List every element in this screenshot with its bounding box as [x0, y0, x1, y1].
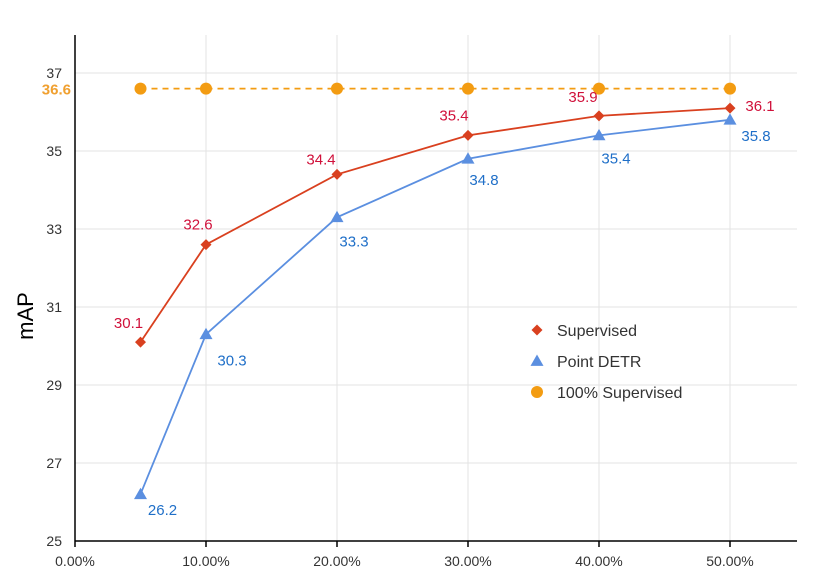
x-tick-label: 40.00%	[575, 553, 622, 569]
data-labels: 30.1 32.6 34.4 35.4 35.9 36.1 26.2 30.3 33.3 34.8…	[42, 82, 775, 520]
marker-supervised	[724, 102, 736, 114]
data-label: 30.1	[114, 315, 143, 332]
data-label: 34.8	[469, 172, 498, 189]
marker-supervised	[593, 110, 605, 122]
marker-supervised	[462, 129, 474, 141]
data-label: 35.4	[601, 150, 630, 167]
data-label: 35.9	[568, 89, 597, 106]
data-label: 36.1	[745, 98, 774, 115]
axes	[74, 35, 797, 547]
data-label: 35.4	[439, 107, 468, 124]
x-tick-label: 0.00%	[55, 553, 95, 569]
x-tick-labels: 0.00% 10.00% 20.00% 30.00% 40.00% 50.00%	[55, 553, 754, 569]
x-tick-label: 50.00%	[706, 553, 753, 569]
marker-100-supervised	[200, 82, 212, 95]
legend-label: 100% Supervised	[557, 385, 682, 402]
data-label: 26.2	[148, 502, 177, 519]
marker-point-detr	[461, 152, 475, 164]
marker-point-detr	[723, 113, 737, 125]
marker-supervised	[135, 336, 146, 348]
marker-supervised	[200, 239, 212, 251]
data-label: 30.3	[217, 352, 246, 369]
legend-label: Supervised	[557, 323, 637, 340]
data-label: 34.4	[306, 151, 335, 168]
reference-value-label: 36.6	[42, 82, 71, 99]
y-tick-label: 37	[46, 65, 62, 81]
y-tick-label: 35	[46, 143, 62, 159]
series-line-supervised	[139, 107, 731, 343]
legend: Supervised Point DETR 100% Supervised	[530, 323, 682, 402]
data-label: 35.8	[741, 128, 770, 145]
series-group	[134, 82, 737, 500]
legend-label: Point DETR	[557, 354, 641, 371]
y-tick-label: 29	[46, 377, 62, 393]
data-label: 33.3	[339, 233, 368, 250]
marker-100-supervised	[462, 82, 474, 95]
marker-100-supervised	[134, 82, 147, 95]
marker-100-supervised	[593, 82, 605, 95]
legend-marker	[531, 324, 543, 336]
marker-point-detr	[592, 128, 606, 141]
marker-supervised	[331, 168, 343, 180]
marker-point-detr	[199, 327, 213, 340]
y-tick-labels: 25 27 29 31 33 35 37	[46, 65, 62, 549]
marker-point-detr	[330, 210, 344, 223]
y-tick-label: 25	[46, 533, 62, 549]
marker-point-detr	[134, 487, 147, 500]
x-tick-label: 30.00%	[444, 553, 491, 569]
y-tick-label: 31	[46, 299, 62, 315]
y-axis-label: mAP	[13, 292, 38, 340]
x-tick-label: 20.00%	[313, 553, 360, 569]
marker-100-supervised	[724, 82, 736, 95]
y-tick-label: 33	[46, 221, 62, 237]
marker-100-supervised	[331, 82, 343, 95]
series-line-point-detr	[139, 118, 731, 495]
legend-marker	[531, 386, 543, 398]
data-label: 32.6	[183, 217, 212, 234]
y-tick-label: 27	[46, 455, 62, 471]
x-tick-label: 10.00%	[182, 553, 229, 569]
legend-marker	[530, 354, 544, 366]
